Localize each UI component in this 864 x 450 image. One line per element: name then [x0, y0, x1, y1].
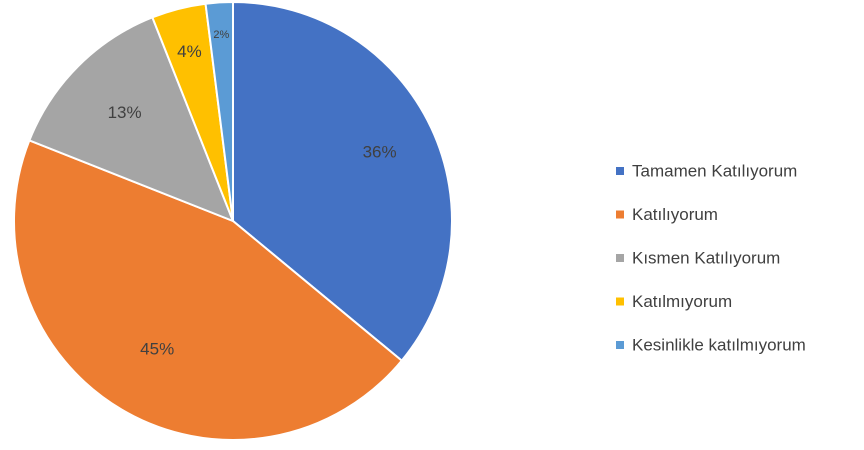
- pie-slice-label-1: 36%: [363, 143, 397, 162]
- legend-label-5: Kesinlikle katılmıyorum: [632, 336, 806, 355]
- pie-slice-2: [13, 139, 404, 441]
- pie-slice-label-4: 4%: [177, 42, 202, 61]
- legend-label-3: Kısmen Katılıyorum: [632, 249, 780, 268]
- pie-slice-label-3: 13%: [108, 103, 142, 122]
- pie-slice-label-2: 45%: [140, 340, 174, 359]
- legend-swatch-3: [616, 254, 624, 262]
- pie-slice-5: [204, 0, 234, 222]
- legend-label-1: Tamamen Katılıyorum: [632, 162, 797, 181]
- legend-label-4: Katılmıyorum: [632, 292, 732, 311]
- legend: Tamamen Katılıyorum Katılıyorum Kısmen Kat…: [616, 162, 806, 355]
- legend-swatch-4: [616, 297, 624, 306]
- pie-slices: [13, 0, 453, 441]
- pie-slice-label-5: 2%: [213, 29, 229, 41]
- legend-swatch-1: [616, 167, 624, 175]
- legend-swatch-2: [616, 210, 624, 219]
- pie-slice-1: [232, 0, 453, 363]
- legend-swatch-5: [616, 341, 624, 349]
- pie-slice-3: [28, 16, 235, 223]
- pie-slice-labels: 36% 45% 13% 4% 2%: [108, 29, 397, 359]
- legend-label-2: Katılıyorum: [632, 205, 718, 224]
